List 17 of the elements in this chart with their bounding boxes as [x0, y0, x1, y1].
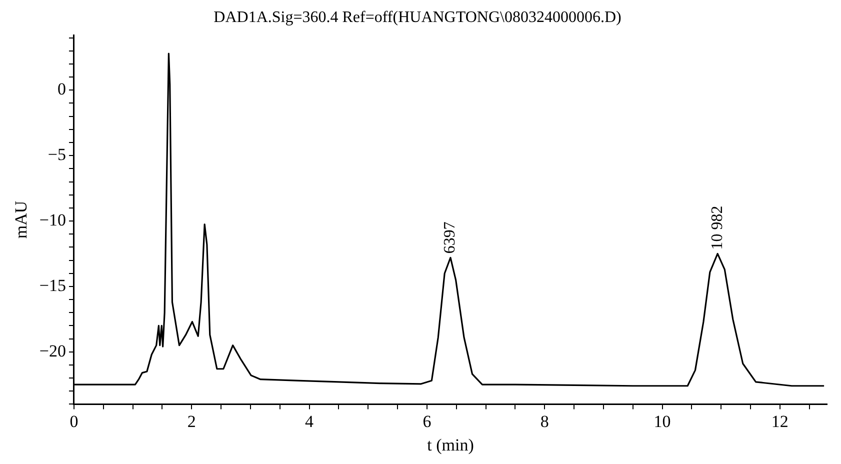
y-axis-title: mAU	[12, 200, 31, 239]
x-tick-label: 12	[771, 412, 788, 431]
chart-title: DAD1A.Sig=360.4 Ref=off(HUANGTONG\080324000006.D)	[214, 8, 622, 26]
annotation: 10 982	[708, 206, 726, 250]
y-tick-label: −20	[39, 341, 66, 360]
x-axis-title: t (min)	[427, 435, 474, 454]
y-tick-label: 0	[57, 80, 66, 99]
x-tick-label: 2	[187, 412, 196, 431]
x-tick-label: 4	[305, 412, 314, 431]
x-tick-label: 8	[540, 412, 549, 431]
y-tick-label: −5	[48, 145, 66, 164]
y-tick-label: −10	[39, 210, 66, 230]
x-tick-label: 6	[422, 412, 432, 431]
y-tick-label: −15	[39, 276, 66, 295]
annotation: 6397	[442, 222, 459, 254]
x-tick-label: 10	[654, 412, 671, 431]
x-tick-label: 0	[70, 412, 78, 431]
